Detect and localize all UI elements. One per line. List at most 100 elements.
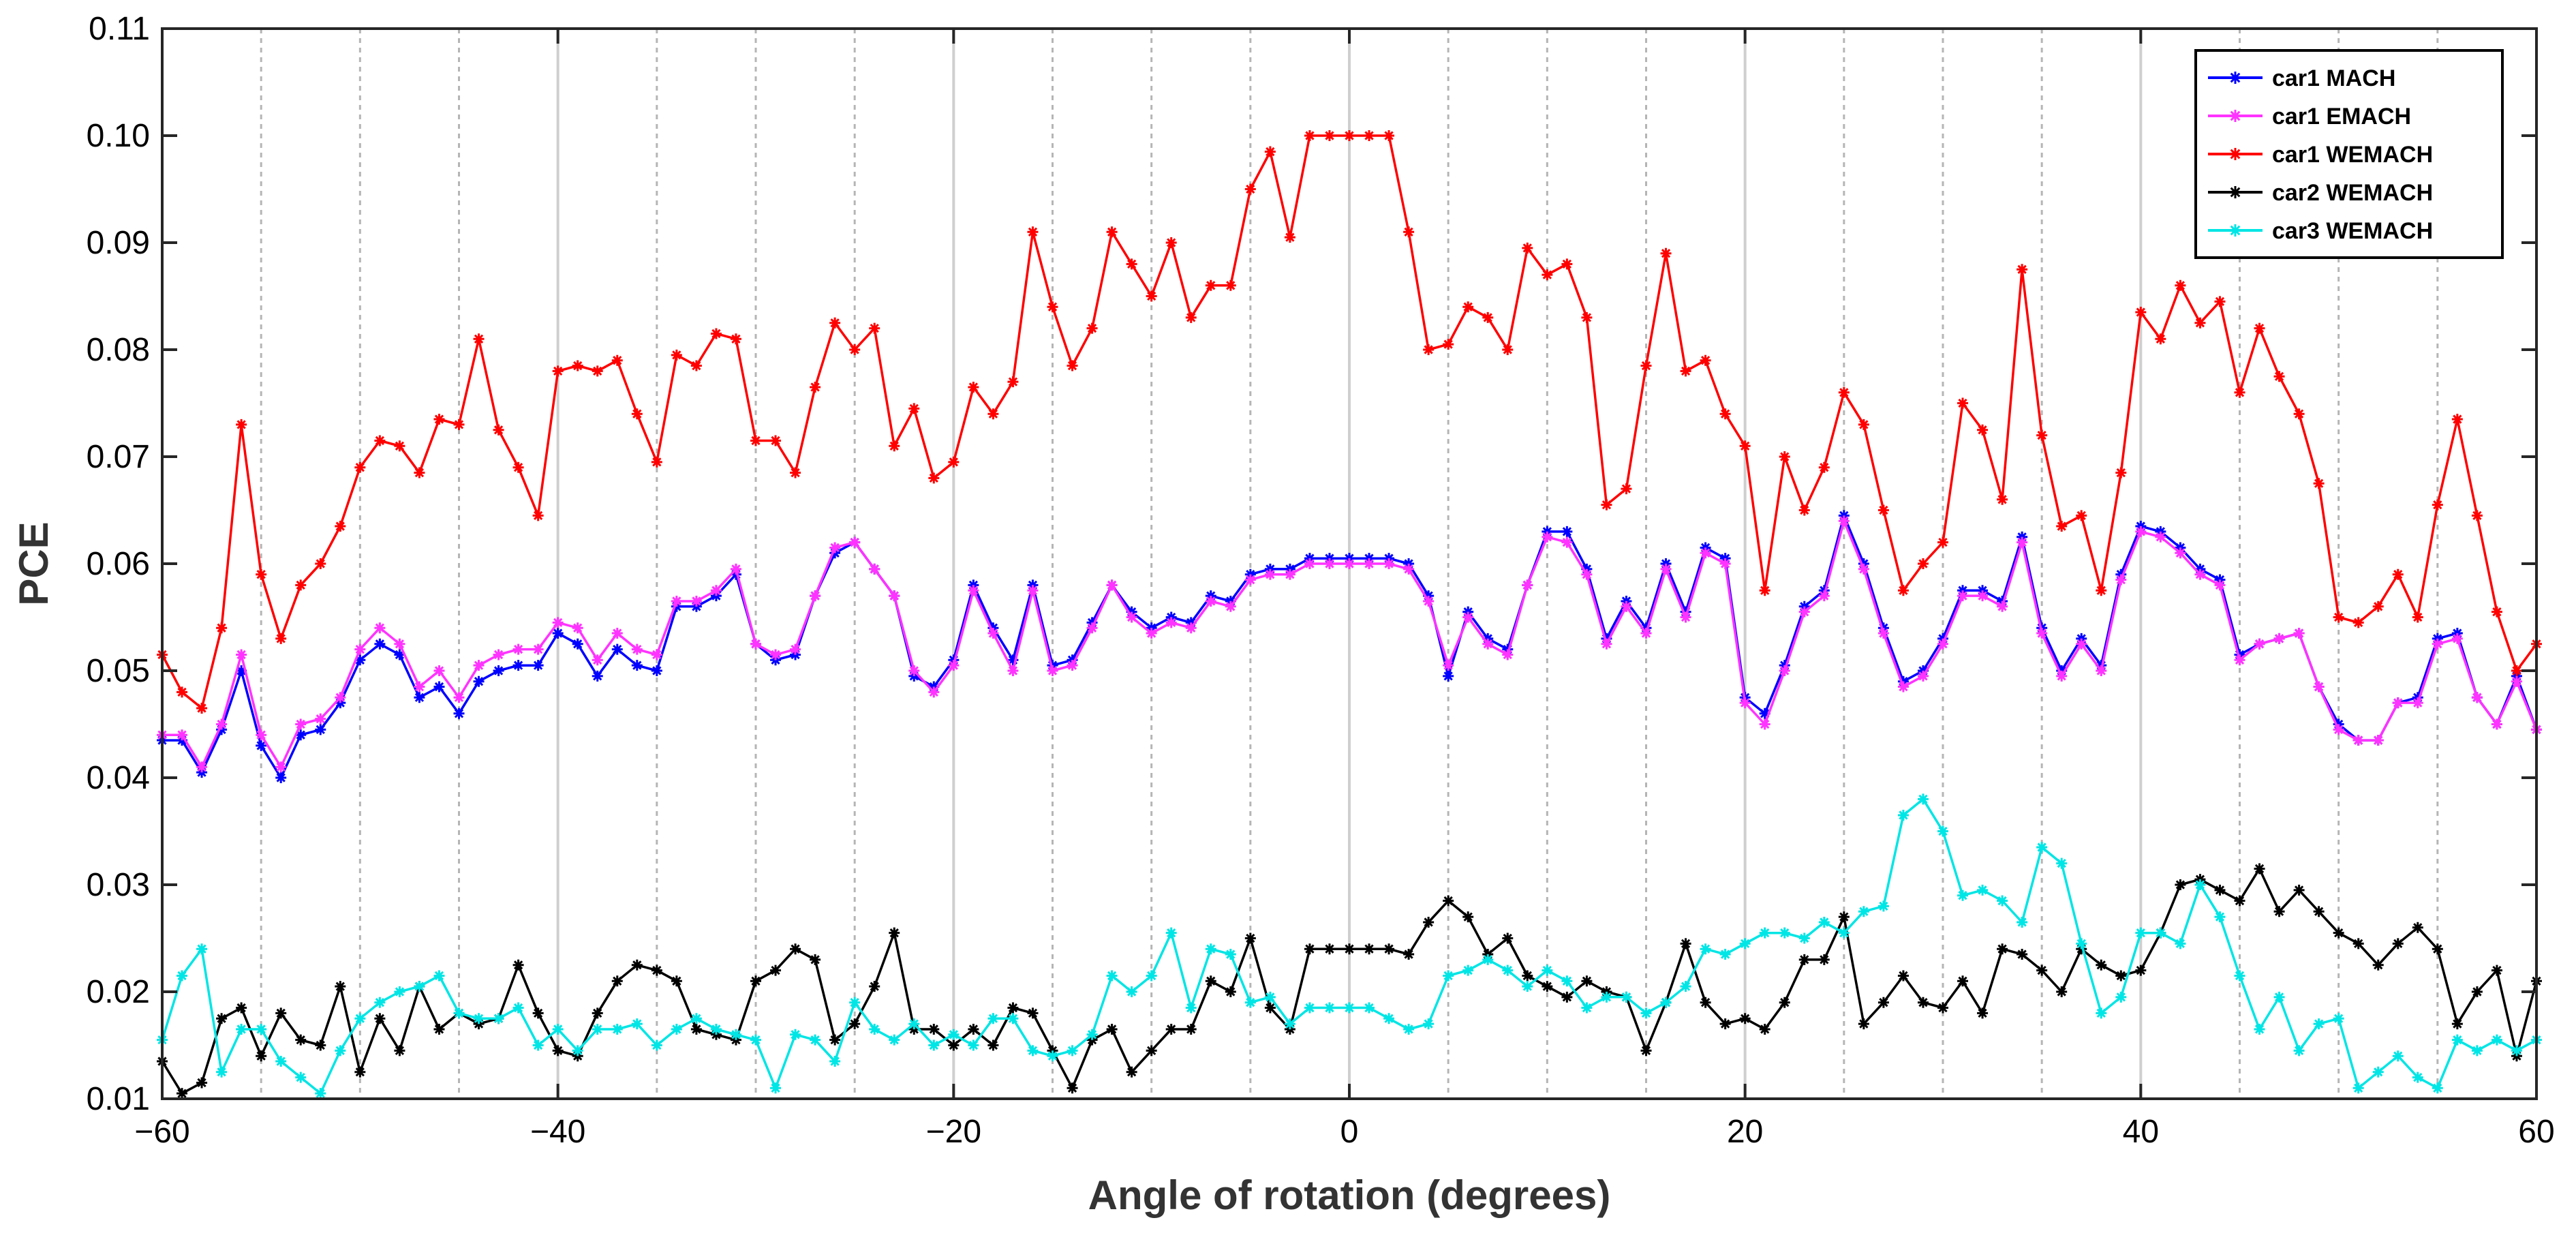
data-point [532, 660, 544, 671]
y-tick-label: 0.08 [87, 332, 150, 368]
x-tick-label: 20 [1727, 1114, 1763, 1150]
data-point [1323, 943, 1335, 955]
data-point [631, 408, 643, 420]
data-point [236, 1002, 247, 1014]
data-point [908, 1018, 920, 1030]
x-tick-label: 40 [2123, 1114, 2159, 1150]
data-point [2511, 665, 2522, 676]
data-point [473, 1013, 485, 1024]
data-point [1977, 1007, 1989, 1019]
data-point [2372, 1066, 2384, 1078]
data-point [315, 1088, 326, 1099]
data-point [552, 1023, 564, 1035]
data-point [295, 579, 307, 591]
y-axis-title: PCE [11, 521, 57, 605]
data-point [2017, 536, 2028, 548]
data-point [1660, 997, 1672, 1008]
data-point [1383, 130, 1395, 141]
data-point [968, 381, 979, 393]
data-point [1482, 638, 1494, 650]
data-point [750, 435, 761, 446]
data-point [1937, 536, 1948, 548]
data-point [394, 986, 405, 997]
data-point [374, 622, 386, 634]
data-point [1086, 322, 1098, 334]
data-point [1403, 1023, 1415, 1035]
data-point [354, 654, 366, 666]
data-point [2254, 322, 2265, 334]
data-point [1818, 590, 1830, 602]
data-point [1502, 649, 1514, 660]
data-point [1007, 1002, 1019, 1014]
data-point [1364, 558, 1375, 569]
data-point [730, 333, 741, 345]
data-point [690, 1023, 702, 1035]
legend: car1 MACH car1 EMACH car1 WEMACH car2 WEMAC… [2194, 49, 2504, 259]
data-point [572, 1045, 583, 1057]
data-point [1779, 997, 1790, 1008]
data-point [968, 585, 979, 596]
data-point [2293, 628, 2305, 639]
data-point [2352, 617, 2364, 628]
data-point [869, 981, 880, 992]
data-point [1462, 611, 1474, 623]
data-point [1323, 130, 1335, 141]
data-point [1759, 708, 1770, 719]
data-point [414, 467, 425, 478]
data-point [1739, 440, 1751, 452]
data-point [354, 643, 366, 655]
data-point [275, 633, 287, 644]
data-point [770, 1082, 782, 1094]
data-point [2214, 884, 2226, 896]
data-point [2096, 665, 2107, 676]
data-point [2412, 1072, 2423, 1083]
data-point [928, 1039, 940, 1051]
data-point [2412, 922, 2423, 933]
data-point [512, 461, 524, 473]
data-point [1838, 386, 1850, 398]
y-tick-label: 0.04 [87, 760, 150, 796]
data-point [1244, 997, 1256, 1008]
data-point [968, 1023, 979, 1035]
data-point [1423, 344, 1435, 355]
data-point [869, 322, 880, 334]
data-point [2056, 670, 2068, 682]
data-point [1106, 970, 1118, 982]
data-point [2352, 1082, 2364, 1094]
data-point [1344, 943, 1355, 955]
data-point [2273, 371, 2285, 382]
legend-label: car1 WEMACH [2272, 142, 2433, 168]
data-point [987, 1013, 999, 1024]
data-point [394, 638, 405, 650]
data-point [1225, 279, 1236, 291]
data-point [1165, 1023, 1177, 1035]
data-point [1542, 269, 1553, 281]
data-point [690, 360, 702, 371]
data-point [889, 1034, 900, 1046]
data-point [315, 713, 326, 725]
data-point [335, 1045, 346, 1057]
data-point [453, 419, 465, 430]
data-point [2017, 949, 2028, 960]
data-point [315, 558, 326, 569]
data-point [1917, 997, 1929, 1008]
data-point [1997, 895, 2008, 907]
data-point [1304, 1002, 1315, 1014]
data-point [1858, 1018, 1869, 1030]
data-point [1165, 237, 1177, 248]
data-point [1680, 981, 1691, 992]
data-point [1344, 130, 1355, 141]
data-point [236, 419, 247, 430]
data-point [1601, 638, 1612, 650]
data-point [1126, 611, 1137, 623]
data-point [2372, 601, 2384, 612]
data-point [256, 1023, 267, 1035]
data-point [572, 360, 583, 371]
data-point [908, 665, 920, 676]
data-point [2135, 526, 2147, 537]
data-point [177, 686, 188, 698]
data-point [1640, 1007, 1652, 1019]
data-point [829, 1056, 841, 1067]
data-point [354, 1066, 366, 1078]
